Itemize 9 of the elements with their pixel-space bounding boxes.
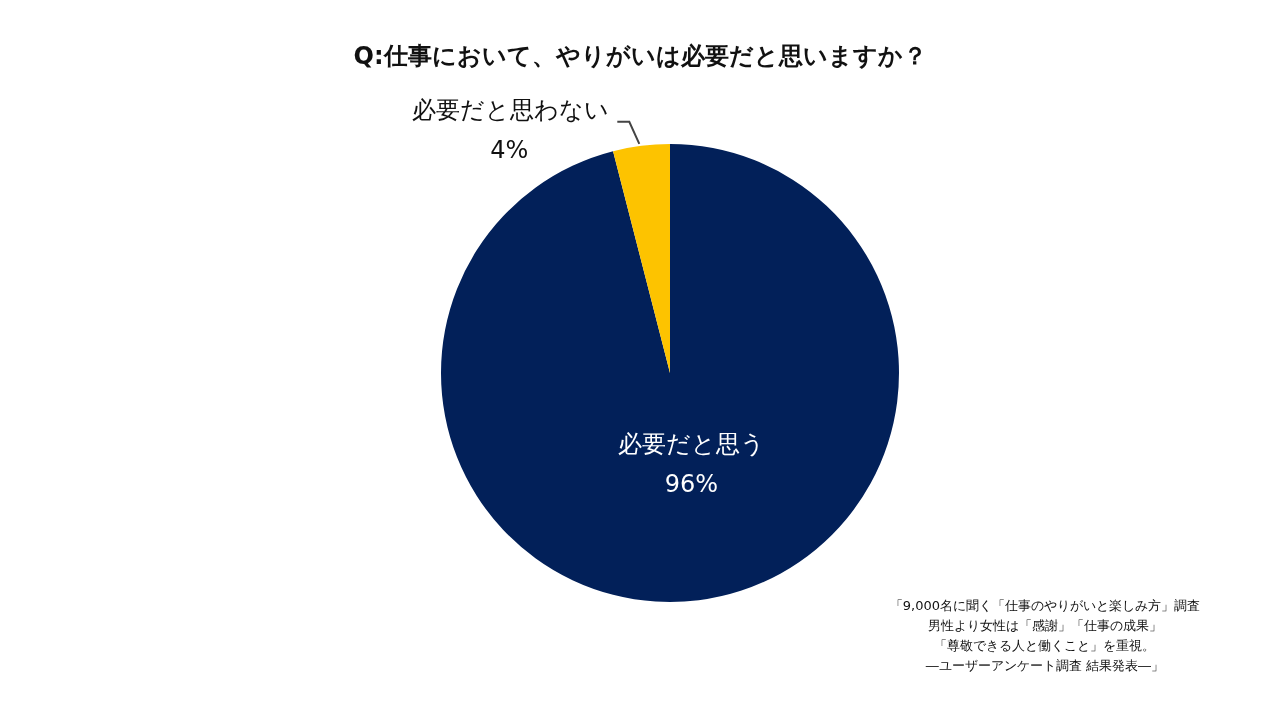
data-label: 4%: [490, 136, 529, 165]
slice-label: 必要だと思わない: [412, 96, 610, 125]
text: 「尊敬できる人と働くこと」を重視。: [933, 637, 1157, 655]
text: 男性より女性は「感謝」「仕事の成果」: [926, 617, 1163, 635]
chart-title: Q:仕事において、やりがいは必要だと思いますか？: [352, 41, 928, 72]
text: ―ユーザーアンケート調査 結果発表―」: [924, 657, 1165, 675]
slice-label: 必要だと思う: [617, 430, 765, 459]
data-label: 96%: [664, 470, 719, 499]
text: 「9,000名に聞く「仕事のやりがいと楽しみ方」調査: [889, 597, 1200, 615]
